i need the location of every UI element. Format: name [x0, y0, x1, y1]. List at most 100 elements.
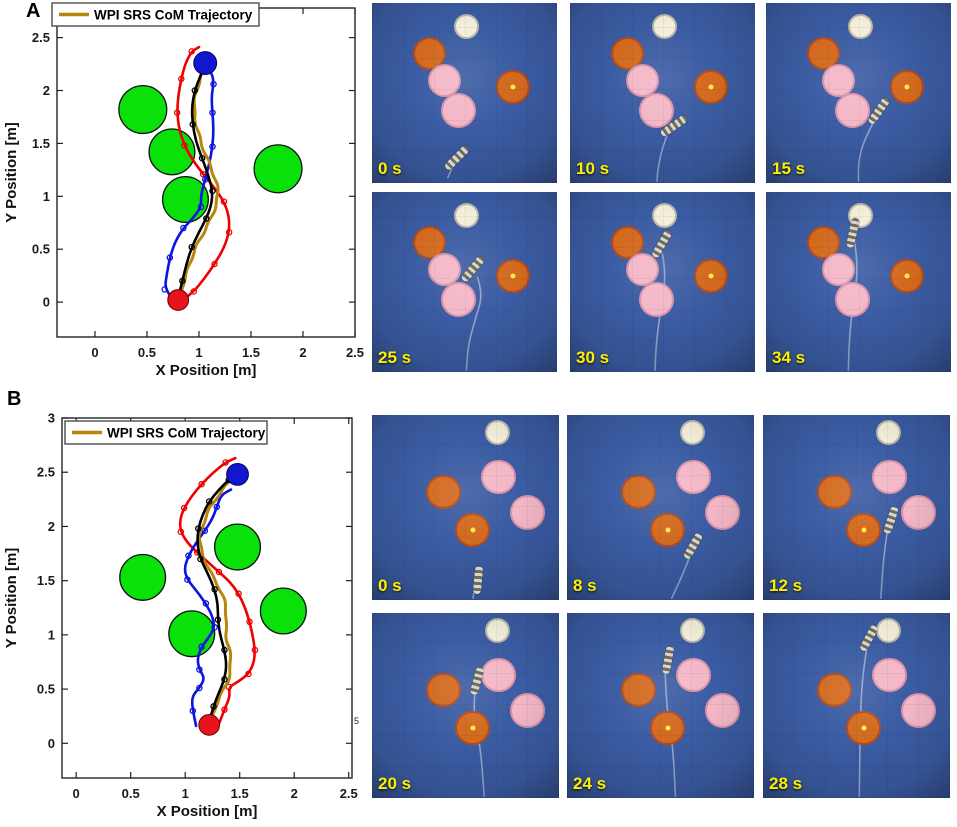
trajectory-marker — [197, 203, 205, 211]
trajectory-marker — [225, 229, 233, 236]
tether-line — [670, 556, 691, 599]
y-axis-label: Y Position [m] — [3, 548, 20, 649]
trajectory-marker — [213, 503, 221, 511]
white-target-disc — [875, 419, 901, 445]
pink-disc-1 — [427, 252, 462, 287]
x-tick-label: 1 — [195, 345, 202, 360]
trajectory-marker — [191, 87, 199, 94]
pink-disc-1 — [872, 459, 908, 495]
goal-dot — [510, 84, 516, 90]
timestamp-label: 8 s — [573, 576, 597, 595]
trajectory-marker — [235, 590, 242, 597]
trajectory-marker — [215, 568, 223, 576]
trajectory-marker — [201, 527, 209, 535]
trajectory-marker — [189, 121, 196, 128]
tether-path — [664, 669, 677, 797]
orange-disc-1 — [412, 36, 447, 71]
obstacle-circle — [259, 587, 307, 635]
trajectory-marker — [184, 576, 191, 583]
orange-disc-2 — [889, 70, 924, 104]
orange-disc-1 — [817, 672, 853, 708]
tether-line — [857, 120, 876, 182]
pink-disc-2 — [834, 92, 870, 128]
tether-path — [880, 530, 889, 599]
goal-dot — [665, 725, 671, 731]
trajectory-marker — [178, 75, 185, 83]
trajectory-marker — [251, 646, 259, 654]
y-tick-label: 1 — [48, 627, 55, 642]
x-tick-label: 2.5 — [346, 345, 364, 360]
orange-disc-1 — [806, 36, 841, 71]
trajectory-marker — [225, 476, 233, 484]
snake-robot — [883, 505, 900, 535]
tether-line — [847, 242, 858, 371]
experiment-photo: 12 s — [763, 415, 950, 600]
experiment-photo: 0 s — [372, 415, 559, 600]
snake-robot — [661, 645, 675, 675]
timestamp-label: 10 s — [576, 159, 610, 178]
trajectory-marker — [211, 586, 218, 593]
pink-disc-1 — [821, 252, 856, 287]
orange-disc-2 — [495, 259, 530, 293]
pink-disc-2 — [901, 494, 937, 530]
goal-dot — [708, 84, 714, 90]
timestamp-label: 12 s — [769, 576, 803, 595]
pink-disc-1 — [676, 657, 712, 693]
trajectory-marker — [211, 260, 218, 268]
x-tick-label: 0 — [91, 345, 98, 360]
trajectory-marker — [209, 109, 216, 116]
timestamp-label: 15 s — [772, 159, 806, 178]
white-target-disc — [484, 419, 510, 445]
white-target-disc — [847, 13, 874, 40]
white-target-disc — [679, 617, 705, 643]
trajectory-trial-blue — [183, 488, 233, 728]
snake-robot — [845, 217, 860, 248]
trajectory-marker — [221, 676, 228, 683]
tether-line — [465, 276, 482, 371]
tether-path — [654, 253, 666, 371]
orange-disc-2 — [650, 512, 686, 548]
stray-tick-label: 5 — [354, 716, 360, 726]
goal-marker — [226, 462, 249, 486]
trajectory-marker — [196, 666, 203, 673]
timestamp-label: 0 s — [378, 159, 402, 178]
pink-disc-1 — [625, 252, 660, 287]
trajectory-marker — [222, 459, 229, 466]
trajectory-plot-a: 0 0.5 1 1.5 2 2.5 0 0.5 1 1.5 2 2.5 X Position [m] Y … — [3, 2, 364, 379]
orange-disc-1 — [426, 672, 462, 708]
snake-robot — [858, 623, 879, 653]
y-tick-label: 0 — [48, 736, 55, 751]
plot-background — [62, 418, 352, 778]
obstacle-circle — [161, 175, 209, 224]
goal-dot — [708, 273, 714, 279]
x-tick-label: 0 — [73, 786, 80, 801]
tether-path — [858, 647, 868, 797]
legend-label: WPI SRS CoM Trajectory — [94, 8, 253, 23]
trajectory-marker — [202, 600, 210, 607]
tether-line — [473, 691, 485, 797]
trajectory-marker — [190, 288, 198, 295]
tether-line — [664, 669, 677, 797]
x-tick-label: 0.5 — [122, 786, 140, 801]
trajectory-trial-red — [176, 45, 231, 301]
trajectory-marker — [173, 109, 181, 116]
orange-disc-1 — [426, 474, 462, 510]
x-tick-label: 0.5 — [138, 345, 156, 360]
timestamp-label: 24 s — [573, 774, 607, 793]
x-tick-label: 1.5 — [242, 345, 260, 360]
goal-dot — [665, 527, 671, 533]
y-tick-label: 2.5 — [32, 30, 50, 45]
snake-robot — [472, 565, 483, 594]
snake-robot — [460, 255, 486, 284]
timestamp-label: 20 s — [378, 774, 412, 793]
pink-disc-1 — [481, 459, 517, 495]
y-tick-label: 3 — [48, 411, 55, 426]
y-tick-label: 1.5 — [37, 573, 55, 588]
y-tick-label: 2 — [43, 83, 50, 98]
trajectory-wpi-srs-com-trajectory — [197, 477, 235, 721]
trajectory-marker — [197, 555, 204, 563]
timestamp-label: 0 s — [378, 576, 402, 595]
experiment-photo: 0 s — [372, 3, 557, 183]
timestamp-label: 30 s — [576, 348, 610, 367]
